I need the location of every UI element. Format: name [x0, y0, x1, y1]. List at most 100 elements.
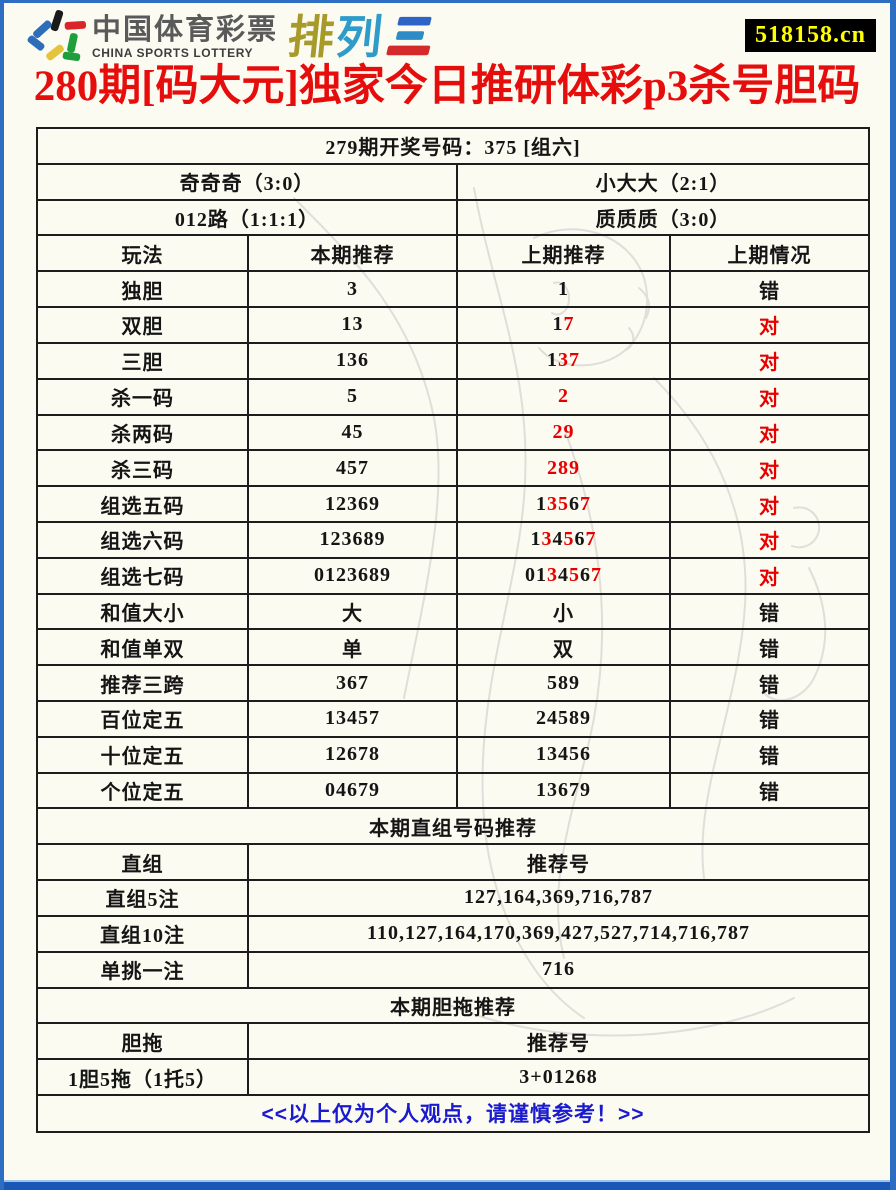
table-cell: 45 — [247, 413, 458, 452]
digit-segment: 3 — [541, 528, 553, 551]
table-cell: 错 — [668, 700, 871, 738]
digit-segment: 01 — [525, 564, 547, 587]
table-cell: 直组 — [36, 843, 249, 882]
table-cell: 上期情况 — [668, 234, 871, 273]
table-cell: 组选五码 — [36, 485, 249, 523]
table-cell: 小 — [456, 592, 671, 631]
table-row: 奇奇奇（3:0） 小大大（2:1） — [36, 162, 871, 201]
brand-char-lie: 列 — [333, 11, 385, 63]
table-cell: 对 — [668, 341, 871, 380]
table-cell: 错 — [668, 664, 871, 702]
table-cell: 错 — [668, 592, 871, 631]
table-cell: 012路（1:1:1） — [36, 198, 458, 237]
table-cell: 279期开奖号码：375 [组六] — [35, 127, 871, 165]
table-cell: 百位定五 — [36, 700, 249, 738]
table-cell: 289 — [456, 449, 671, 488]
logo-en-text: CHINA SPORTS LOTTERY — [92, 45, 254, 60]
table-row: 三胆 136 137 对 — [36, 341, 871, 380]
table-cell: 单 — [247, 628, 458, 667]
table-cell: 推荐号 — [246, 843, 871, 882]
table-cell: 胆拖 — [36, 1022, 249, 1061]
table-row: 百位定五 13457 24589 错 — [36, 700, 871, 738]
prediction-table: 279期开奖号码：375 [组六] 奇奇奇（3:0） 小大大（2:1） 012路（1:… — [35, 127, 871, 1134]
table-cell: 134567 — [456, 520, 671, 559]
table-cell: 独胆 — [36, 270, 249, 309]
table-cell: 12678 — [247, 735, 458, 774]
table-cell: 大 — [247, 592, 458, 631]
sports-lottery-logo-icon — [27, 9, 86, 62]
table-row: 和值单双单双错 — [36, 628, 871, 667]
digit-segment: 1 — [536, 492, 547, 515]
header-logo: 中国体育彩票 CHINA SPORTS LOTTERY 排 列 — [24, 9, 436, 65]
digit-segment: 5 — [563, 528, 575, 551]
table-cell: 13567 — [456, 485, 671, 523]
table-cell: 杀三码 — [36, 449, 249, 488]
table-cell: 2 — [456, 377, 671, 416]
digit-segment: 5 — [569, 564, 580, 587]
table-cell: 和值大小 — [36, 592, 249, 631]
digit-segment: 7 — [585, 528, 597, 551]
table-row: 和值大小大小错 — [36, 592, 871, 631]
table-cell: <<以上仅为个人观点，请谨慎参考！>> — [35, 1093, 871, 1134]
table-cell: 对 — [668, 306, 871, 344]
table-cell: 单挑一注 — [36, 950, 249, 989]
table-cell: 17 — [456, 306, 671, 344]
table-row: 本期直组号码推荐 — [35, 807, 871, 846]
table-cell: 0134567 — [456, 556, 671, 595]
table-row: 012路（1:1:1） 质质质（3:0） — [36, 198, 871, 237]
table-cell: 457 — [247, 449, 458, 488]
table-cell: 对 — [668, 520, 871, 559]
table-cell: 13457 — [247, 700, 458, 738]
logo-cn-text: 中国体育彩票 — [92, 13, 279, 46]
table-cell: 13679 — [456, 771, 671, 810]
table-cell: 3+01268 — [246, 1058, 871, 1096]
table-row: 单挑一注 716 — [36, 950, 871, 989]
table-row: 玩法 本期推荐 上期推荐 上期情况 — [36, 234, 871, 273]
table-cell: 136 — [247, 341, 458, 380]
table-cell: 对 — [668, 485, 871, 523]
digit-segment: 1 — [547, 349, 558, 372]
table-cell: 上期推荐 — [456, 234, 671, 273]
table-cell: 3 — [247, 270, 458, 309]
table-cell: 589 — [456, 664, 671, 702]
table-cell: 716 — [246, 950, 871, 989]
table-row: 胆拖 推荐号 — [36, 1022, 871, 1061]
prediction-table-wrap: 279期开奖号码：375 [组六] 奇奇奇（3:0） 小大大（2:1） 012路（1:… — [35, 127, 871, 1134]
table-cell: 推荐号 — [246, 1022, 871, 1061]
table-cell: 13456 — [456, 735, 671, 774]
table-row: 组选六码 123689 134567 对 — [36, 520, 871, 559]
table-row: 个位定五 04679 13679 错 — [36, 771, 871, 810]
table-cell: 5 — [247, 377, 458, 416]
table-cell: 组选七码 — [36, 556, 249, 595]
table-cell: 小大大（2:1） — [455, 162, 871, 201]
table-cell: 110,127,164,170,369,427,527,714,716,787 — [246, 914, 871, 953]
table-cell: 玩法 — [36, 234, 249, 273]
table-cell: 本期直组号码推荐 — [35, 807, 871, 846]
table-cell: 127,164,369,716,787 — [246, 879, 871, 917]
table-row: 双胆 13 17 对 — [36, 306, 871, 344]
table-cell: 0123689 — [247, 556, 458, 595]
table-cell: 24589 — [456, 700, 671, 738]
table-row: 杀两码 45 29 对 — [36, 413, 871, 452]
table-cell: 十位定五 — [36, 735, 249, 774]
table-row: 十位定五 12678 13456 错 — [36, 735, 871, 774]
site-badge[interactable]: 518158.cn — [745, 19, 876, 52]
bottom-frame-bar — [4, 1180, 890, 1190]
digit-segment: 1 — [530, 528, 542, 551]
table-row: 279期开奖号码：375 [组六] — [35, 127, 871, 165]
table-cell: 杀一码 — [36, 377, 249, 416]
digit-segment: 6 — [580, 564, 591, 587]
table-cell: 12369 — [247, 485, 458, 523]
table-row: 直组5注 127,164,369,716,787 — [36, 879, 871, 917]
table-cell: 对 — [668, 556, 871, 595]
digit-segment: 35 — [547, 492, 569, 515]
table-cell: 对 — [668, 377, 871, 416]
table-cell: 错 — [668, 628, 871, 667]
table-cell: 错 — [668, 735, 871, 774]
table-cell: 本期推荐 — [247, 234, 458, 273]
table-cell: 奇奇奇（3:0） — [36, 162, 458, 201]
digit-segment: 4 — [558, 564, 569, 587]
table-cell: 双胆 — [36, 306, 249, 344]
table-row: 直组10注 110,127,164,170,369,427,527,714,716… — [36, 914, 871, 953]
table-cell: 04679 — [247, 771, 458, 810]
